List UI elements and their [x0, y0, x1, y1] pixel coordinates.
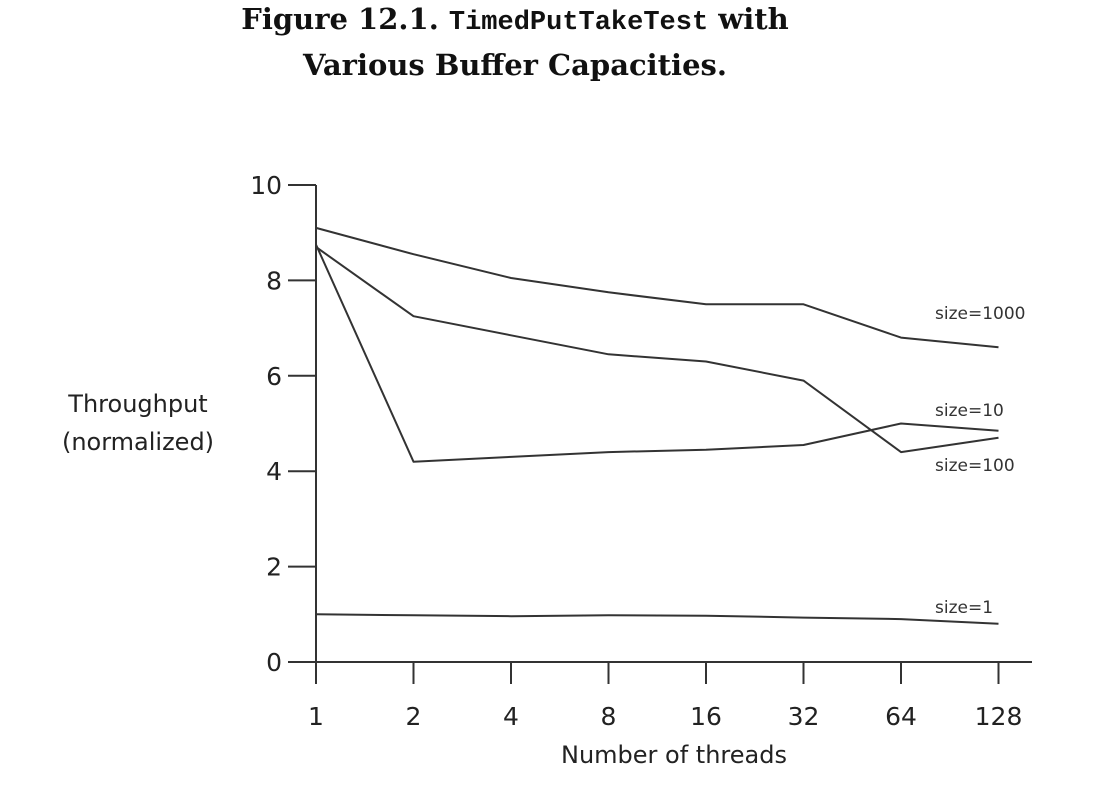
series-label: size=100: [935, 456, 1015, 476]
series-line: [315, 613, 999, 625]
series-line: [315, 246, 999, 454]
x-tick-label: 64: [885, 702, 917, 731]
x-tick-label: 2: [406, 702, 422, 731]
caption-code: TimedPutTakeTest: [448, 8, 709, 38]
figure-caption-line2: Various Buffer Capacities.: [303, 48, 727, 82]
x-tick-label: 4: [503, 702, 519, 731]
y-axis-title-line2: (normalized): [62, 428, 214, 456]
x-ticks: 1 2 4 8 16 32 64 128: [308, 662, 1022, 731]
x-axis-title: Number of threads: [561, 741, 787, 769]
x-tick-label: 128: [975, 702, 1023, 731]
y-tick-label: 2: [266, 553, 282, 582]
series-labels: size=1000 size=10 size=100 size=1: [935, 304, 1025, 618]
series-label: size=1000: [935, 304, 1025, 324]
y-axis-title-line1: Throughput: [67, 390, 207, 418]
caption-suffix: with: [718, 2, 789, 36]
y-ticks: 0 2 4 6 8 10: [250, 171, 316, 677]
y-tick-label: 8: [266, 266, 282, 295]
series-lines: [315, 226, 999, 625]
y-tick-label: 4: [266, 457, 282, 486]
y-tick-label: 6: [266, 362, 282, 391]
series-label: size=1: [935, 598, 993, 618]
axes: [315, 185, 1032, 663]
y-tick-label: 0: [266, 648, 282, 677]
series-line: [315, 226, 999, 349]
caption-prefix: Figure 12.1.: [241, 2, 439, 36]
x-tick-label: 32: [788, 702, 820, 731]
x-tick-label: 1: [308, 702, 324, 731]
figure-caption-line1: Figure 12.1. TimedPutTakeTest with: [0, 2, 1030, 38]
y-tick-label: 10: [250, 171, 282, 200]
x-tick-label: 8: [601, 702, 617, 731]
x-tick-label: 16: [690, 702, 722, 731]
series-line: [315, 244, 999, 463]
series-label: size=10: [935, 401, 1004, 421]
